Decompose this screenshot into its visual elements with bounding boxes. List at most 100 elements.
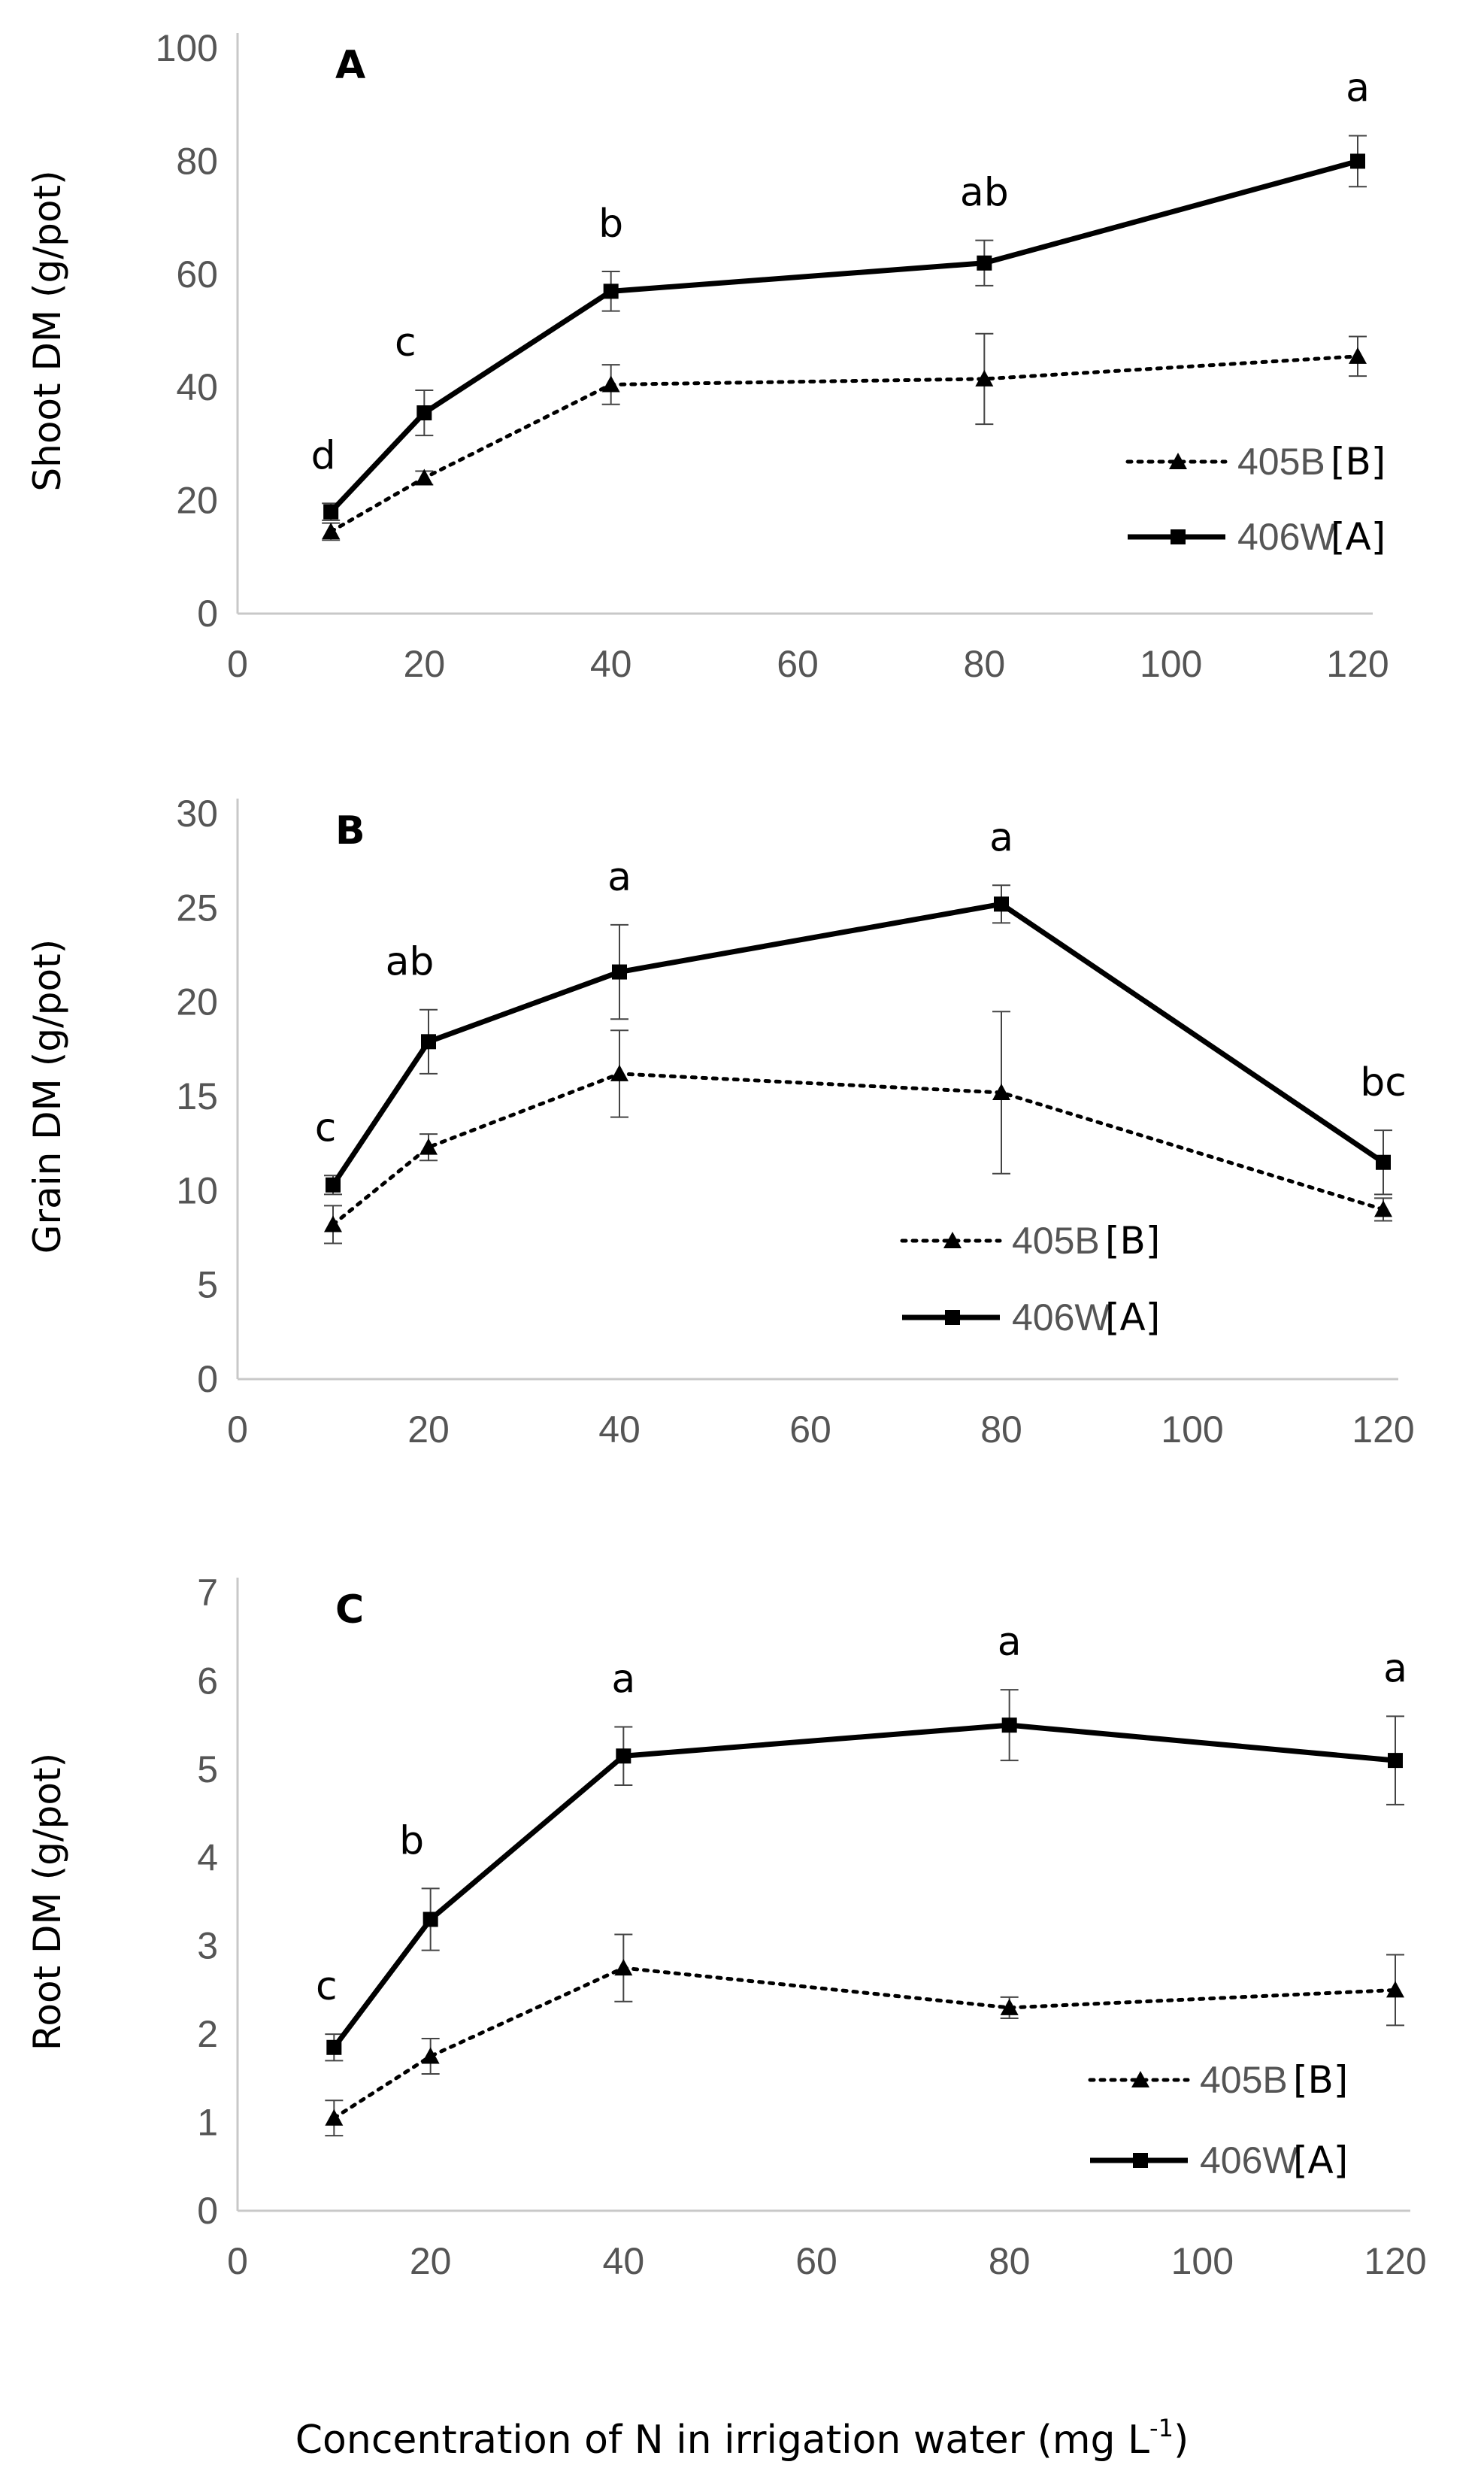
y-tick-label: 0 bbox=[197, 1358, 218, 1400]
x-axis-title-superscript: -1 bbox=[1149, 2414, 1174, 2442]
legend-label: 406W bbox=[1012, 1296, 1110, 1338]
data-point-triangle bbox=[610, 1064, 628, 1081]
significance-letter: c bbox=[316, 1964, 338, 2009]
data-point-triangle bbox=[419, 1138, 438, 1155]
x-tick-label: 120 bbox=[1364, 2240, 1426, 2282]
data-point-square bbox=[612, 964, 627, 980]
data-point-square bbox=[1001, 1717, 1017, 1733]
series-line-405B bbox=[331, 1072, 1386, 1226]
legend-label: 405B bbox=[1237, 441, 1325, 483]
data-point-square bbox=[994, 896, 1009, 912]
significance-letter: ab bbox=[386, 940, 435, 985]
data-point-triangle bbox=[1386, 1981, 1404, 1998]
x-tick-label: 100 bbox=[1140, 643, 1202, 685]
series-line-406W bbox=[331, 901, 1385, 1187]
significance-letter: a bbox=[1346, 66, 1370, 111]
legend: 405B [B] 406W[A] bbox=[900, 1219, 1160, 1339]
significance-letter: a bbox=[998, 1620, 1022, 1665]
y-tick-label: 5 bbox=[197, 1748, 218, 1790]
series-405B bbox=[322, 332, 1367, 541]
data-point-triangle bbox=[1374, 1200, 1392, 1217]
panel-label: A bbox=[335, 43, 365, 88]
data-point-triangle bbox=[614, 1959, 633, 1976]
data-point-square bbox=[977, 255, 992, 271]
legend-marker-triangle bbox=[1169, 453, 1187, 469]
legend-label: 406W bbox=[1237, 516, 1336, 558]
y-tick-label: 3 bbox=[197, 1925, 218, 1967]
data-point-triangle bbox=[975, 369, 994, 387]
data-point-square bbox=[1376, 1154, 1391, 1170]
significance-letter: b bbox=[598, 202, 623, 247]
y-tick-label: 80 bbox=[176, 140, 218, 182]
data-point-square bbox=[416, 405, 432, 421]
legend-marker-triangle bbox=[943, 1232, 962, 1248]
y-tick-label: 4 bbox=[197, 1836, 218, 1878]
legend-label: 406W bbox=[1200, 2139, 1298, 2181]
panel-label: C bbox=[335, 1587, 364, 1633]
data-point-triangle bbox=[415, 468, 434, 486]
y-axis-title: Grain DM (g/pot) bbox=[26, 939, 69, 1254]
data-point-square bbox=[422, 1911, 438, 1927]
x-tick-label: 40 bbox=[603, 2240, 645, 2282]
series-405B bbox=[324, 1011, 1392, 1245]
data-point-square bbox=[326, 1177, 341, 1193]
data-point-square bbox=[603, 283, 619, 299]
series-line-405B bbox=[329, 354, 1360, 534]
x-tick-label: 40 bbox=[598, 1408, 641, 1451]
x-tick-label: 0 bbox=[227, 2240, 248, 2282]
y-tick-label: 10 bbox=[176, 1169, 218, 1211]
data-point-square bbox=[323, 504, 339, 520]
legend: 405B [B] 406W[A] bbox=[1088, 2058, 1348, 2182]
y-tick-label: 30 bbox=[176, 793, 218, 835]
x-tick-label: 80 bbox=[980, 1408, 1022, 1451]
data-point-square bbox=[326, 2039, 342, 2055]
data-point-triangle bbox=[992, 1083, 1010, 1100]
y-tick-label: 20 bbox=[176, 981, 218, 1023]
y-tick-label: 2 bbox=[197, 2013, 218, 2055]
data-point-square bbox=[421, 1034, 436, 1050]
data-point-square bbox=[1350, 153, 1365, 169]
y-tick-label: 6 bbox=[197, 1660, 218, 1702]
data-point-triangle bbox=[322, 522, 341, 539]
x-axis-title-main: Concentration of N in irrigation water (… bbox=[295, 2418, 1149, 2463]
y-axis-title: Root DM (g/pot) bbox=[26, 1753, 69, 2051]
panel-C: 0 1 2 3 4 5 6 7 0 20 40 60 80 100 120 Root DM (g/pot) Cc… bbox=[26, 1572, 1427, 2282]
x-axis-title-close: ) bbox=[1174, 2418, 1189, 2463]
data-point-triangle bbox=[1000, 1998, 1019, 2015]
legend-marker-triangle bbox=[1131, 2071, 1149, 2087]
series-406W bbox=[322, 135, 1367, 521]
y-tick-label: 40 bbox=[176, 366, 218, 408]
panel-label: B bbox=[335, 808, 365, 853]
legend-group: [A] bbox=[1293, 2139, 1348, 2182]
panel-B: 0 5 10 15 20 25 30 0 20 40 60 80 100 120 Grain DM (g/p… bbox=[26, 793, 1415, 1451]
series-406W bbox=[324, 884, 1392, 1196]
y-tick-label: 15 bbox=[176, 1075, 218, 1117]
significance-letter: a bbox=[607, 855, 631, 900]
data-point-triangle bbox=[601, 375, 620, 393]
y-tick-label: 7 bbox=[197, 1572, 218, 1614]
x-tick-label: 40 bbox=[590, 643, 632, 685]
series-405B bbox=[325, 1933, 1404, 2137]
x-tick-label: 60 bbox=[789, 1408, 831, 1451]
legend-label: 405B bbox=[1200, 2059, 1288, 2101]
x-axis-title: Concentration of N in irrigation water (… bbox=[295, 2414, 1189, 2463]
data-point-triangle bbox=[1349, 347, 1367, 364]
x-tick-label: 0 bbox=[227, 643, 248, 685]
x-tick-label: 20 bbox=[407, 1408, 450, 1451]
significance-letter: c bbox=[395, 320, 416, 365]
y-tick-label: 0 bbox=[197, 593, 218, 635]
y-tick-label: 20 bbox=[176, 480, 218, 522]
significance-letter: b bbox=[399, 1818, 424, 1863]
significance-letter: a bbox=[989, 815, 1013, 860]
significance-letter: ab bbox=[960, 171, 1009, 216]
legend: 405B [B] 406W[A] bbox=[1125, 440, 1386, 559]
y-tick-label: 5 bbox=[197, 1264, 218, 1306]
legend-marker-square bbox=[1133, 2153, 1148, 2168]
x-tick-label: 120 bbox=[1352, 1408, 1414, 1451]
data-point-triangle bbox=[421, 2047, 440, 2064]
y-tick-label: 1 bbox=[197, 2102, 218, 2144]
y-tick-label: 25 bbox=[176, 887, 218, 929]
significance-letter: bc bbox=[1360, 1060, 1407, 1105]
legend-group: [B] bbox=[1293, 2058, 1348, 2102]
